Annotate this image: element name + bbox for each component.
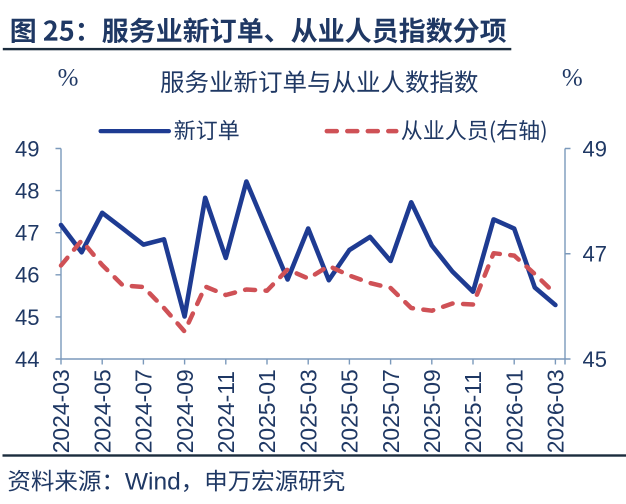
svg-text:47: 47 [583,242,607,267]
svg-text:45: 45 [583,347,607,372]
svg-text:2026-03: 2026-03 [543,369,569,453]
svg-text:45: 45 [15,305,39,330]
svg-text:2024-09: 2024-09 [172,369,198,453]
svg-text:44: 44 [15,347,39,372]
svg-text:46: 46 [15,263,39,288]
svg-text:2025-03: 2025-03 [295,369,321,453]
svg-text:2024-03: 2024-03 [48,369,74,453]
svg-text:%: % [58,65,79,92]
svg-text:2025-09: 2025-09 [419,369,445,453]
svg-text:Wind: Wind [125,469,181,496]
svg-text:47: 47 [15,221,39,246]
svg-text:%: % [562,65,583,92]
svg-text:48: 48 [15,179,39,204]
svg-text:2024-11: 2024-11 [213,371,239,453]
svg-text:2025-07: 2025-07 [378,369,404,453]
svg-text:2025-05: 2025-05 [337,369,363,453]
svg-text:2026-01: 2026-01 [501,369,527,453]
svg-text:49: 49 [583,136,607,161]
svg-text:2024-05: 2024-05 [89,369,115,453]
svg-text:2024-07: 2024-07 [131,369,157,453]
svg-text:2025-11: 2025-11 [460,371,486,453]
svg-text:2025-01: 2025-01 [254,369,280,453]
svg-text:49: 49 [15,136,39,161]
